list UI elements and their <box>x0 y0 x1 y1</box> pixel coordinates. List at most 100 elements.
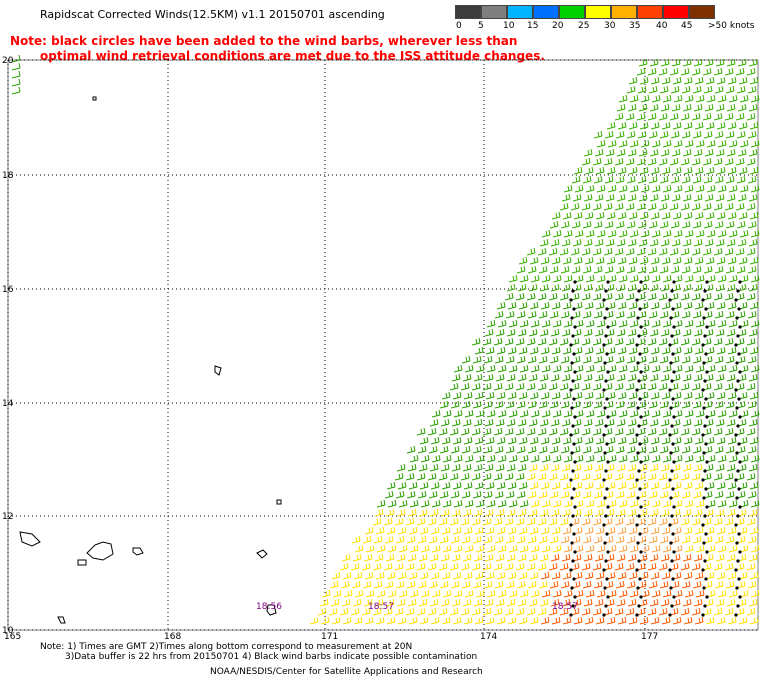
wind-barb <box>471 382 481 391</box>
wind-barb <box>628 211 638 220</box>
wind-barb <box>734 562 745 572</box>
contamination-dot <box>571 289 575 293</box>
wind-barb <box>672 274 683 284</box>
wind-barb <box>649 103 659 112</box>
wind-barb <box>452 481 462 490</box>
wind-barb <box>625 382 635 391</box>
wind-barb <box>462 418 472 427</box>
scale-label: >50 knots <box>708 21 755 31</box>
contamination-dot <box>569 613 573 617</box>
contamination-dot <box>701 343 705 347</box>
wind-barb <box>614 157 624 166</box>
wind-barb <box>560 580 570 589</box>
wind-barb <box>672 589 683 599</box>
wind-barb <box>596 274 606 283</box>
wind-barb <box>629 319 639 328</box>
wind-barb <box>541 499 551 508</box>
wind-barb <box>725 400 735 409</box>
wind-barb <box>627 283 637 292</box>
wind-barb <box>694 616 704 625</box>
wind-barb <box>736 283 747 293</box>
wind-barb <box>584 391 594 400</box>
wind-barb <box>614 607 624 616</box>
wind-barb <box>668 472 679 482</box>
wind-barb <box>540 616 550 625</box>
contamination-note-line2: optimal wind retrieval conditions are me… <box>40 49 545 63</box>
wind-barb <box>526 472 536 481</box>
wind-barb <box>362 580 372 589</box>
wind-barb <box>593 130 603 139</box>
contamination-dot <box>737 577 741 581</box>
wind-barb <box>726 58 736 67</box>
wind-barb <box>705 454 716 464</box>
wind-barb <box>527 355 537 364</box>
wind-barb <box>661 121 671 130</box>
wind-barb <box>727 526 737 535</box>
wind-barb <box>662 454 672 463</box>
wind-barb <box>683 121 693 130</box>
wind-barb <box>596 544 606 553</box>
wind-barb <box>461 445 471 454</box>
wind-barb <box>748 103 758 112</box>
wind-barb <box>552 499 562 508</box>
wind-barb <box>584 616 594 625</box>
wind-barb <box>507 481 517 490</box>
wind-barb <box>748 553 758 562</box>
contamination-dot <box>669 586 673 590</box>
wind-barb <box>552 364 562 373</box>
wind-barb <box>605 526 616 536</box>
wind-barb <box>714 355 724 364</box>
wind-barb <box>593 445 603 454</box>
contamination-dot <box>703 289 707 293</box>
wind-barb <box>449 382 459 391</box>
contamination-dot <box>672 415 676 419</box>
wind-barb <box>616 418 626 427</box>
wind-barb <box>691 562 701 571</box>
wind-barb <box>672 211 682 220</box>
wind-barb <box>527 265 537 274</box>
wind-barb <box>473 463 483 472</box>
contamination-dot <box>736 379 740 383</box>
contamination-dot <box>669 451 673 455</box>
contamination-dot <box>639 415 643 419</box>
wind-barb <box>702 67 712 76</box>
wind-barb <box>530 589 540 598</box>
wind-barb <box>495 508 505 517</box>
wind-barb <box>703 265 713 274</box>
contamination-dot <box>670 604 674 608</box>
wind-barb <box>420 589 430 598</box>
wind-barb <box>483 400 493 409</box>
wind-barb <box>506 418 516 427</box>
wind-barb <box>516 310 526 319</box>
wind-barb <box>515 427 525 436</box>
wind-barb <box>519 409 529 418</box>
wind-barb <box>548 607 558 616</box>
wind-barb <box>596 499 606 508</box>
wind-barb <box>605 481 616 491</box>
wind-barb <box>494 535 504 544</box>
wind-barb <box>595 256 605 265</box>
wind-barb <box>638 481 649 491</box>
wind-barb <box>440 418 450 427</box>
wind-barb <box>682 58 692 67</box>
wind-barb <box>496 616 506 625</box>
contamination-dot <box>569 388 573 392</box>
wind-barb <box>693 508 703 517</box>
wind-barb <box>594 283 604 292</box>
wind-barb <box>749 256 759 265</box>
wind-barb <box>463 481 473 490</box>
wind-barb <box>508 454 518 463</box>
wind-barb <box>573 166 583 175</box>
wind-barb <box>430 571 440 580</box>
wind-barb <box>651 544 661 553</box>
wind-barb <box>540 301 550 310</box>
wind-barb <box>706 139 716 148</box>
wind-barb <box>651 139 661 148</box>
wind-barb <box>682 463 692 472</box>
wind-barb <box>693 148 703 157</box>
wind-barb <box>705 499 716 509</box>
wind-barb <box>682 418 692 427</box>
wind-barb <box>638 346 649 356</box>
wind-barb <box>637 418 648 428</box>
wind-barb <box>508 364 518 373</box>
